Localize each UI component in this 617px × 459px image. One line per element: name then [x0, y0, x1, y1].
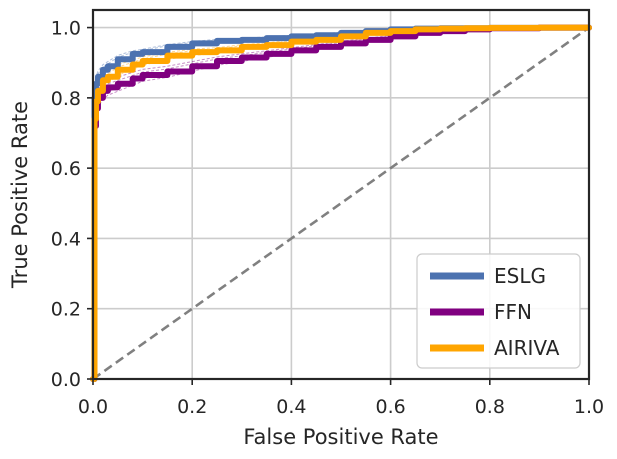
roc-curves	[90, 24, 592, 382]
y-tick-label: 0.2	[51, 299, 81, 321]
grid-lines	[92, 10, 590, 380]
legend[interactable]: ESLG FFN AIRIVA	[416, 253, 581, 369]
x-tick-label: 0.2	[177, 396, 207, 418]
x-tick-label: 1.0	[574, 396, 604, 418]
variability-line-eslg	[92, 27, 589, 380]
x-axis-ticks: 0.0 0.2 0.4 0.6 0.8 1.0	[78, 379, 604, 418]
legend-label-airiva: AIRIVA	[494, 336, 560, 360]
x-axis-label: False Positive Rate	[243, 425, 438, 449]
y-tick-label: 0.4	[51, 228, 81, 250]
chance-diagonal-line	[92, 26, 590, 381]
y-tick-label: 1.0	[51, 18, 81, 40]
legend-box	[416, 253, 581, 369]
x-tick-label: 0.0	[78, 396, 108, 418]
plot-frame	[91, 8, 591, 381]
y-tick-label: 0.6	[51, 158, 81, 180]
legend-label-ffn: FFN	[494, 300, 532, 324]
chance-line	[92, 26, 590, 381]
y-tick-label: 0.0	[51, 369, 81, 391]
y-tick-label: 0.8	[51, 88, 81, 110]
x-tick-label: 0.8	[475, 396, 505, 418]
series-line-airiva	[90, 24, 592, 382]
x-tick-label: 0.4	[276, 396, 306, 418]
y-axis-ticks: 0.0 0.2 0.4 0.6 0.8 1.0	[51, 18, 93, 391]
x-tick-label: 0.6	[375, 396, 405, 418]
legend-label-eslg: ESLG	[494, 264, 546, 288]
y-axis-label: True Positive Rate	[8, 101, 32, 289]
